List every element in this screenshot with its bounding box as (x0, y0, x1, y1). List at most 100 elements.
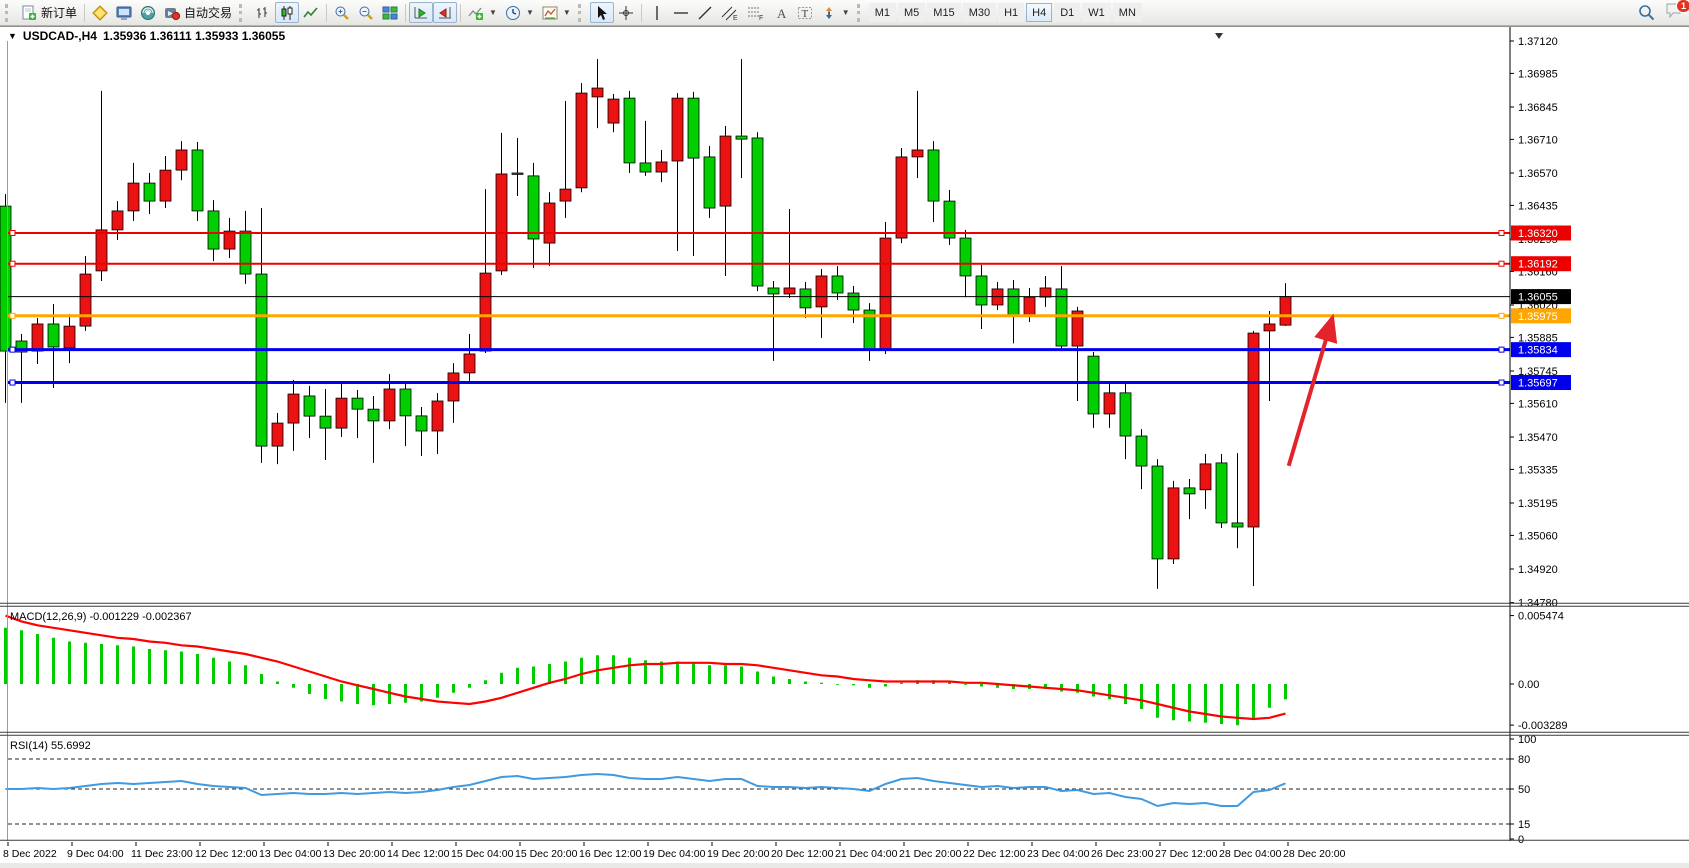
terminal-icon (116, 6, 132, 20)
svg-text:21 Dec 04:00: 21 Dec 04:00 (835, 848, 898, 860)
timeframe-D1[interactable]: D1 (1054, 3, 1081, 22)
notification-badge: 1 (1675, 0, 1689, 13)
auto-scroll-button[interactable] (409, 2, 434, 23)
chart-shift-button[interactable] (433, 2, 458, 23)
toolbar-grip[interactable] (856, 3, 864, 22)
svg-text:1.36055: 1.36055 (1518, 292, 1558, 304)
svg-text:15 Dec 04:00: 15 Dec 04:00 (451, 848, 514, 860)
horizontal-line-button[interactable] (669, 2, 693, 23)
separator (640, 3, 642, 22)
svg-text:13 Dec 20:00: 13 Dec 20:00 (323, 848, 386, 860)
vertical-line-icon (656, 5, 658, 20)
equidistant-channel-button[interactable]: E (717, 2, 743, 23)
ohlc-bars-icon (257, 6, 268, 18)
timeframe-M30[interactable]: M30 (962, 3, 997, 22)
svg-text:8 Dec 2022: 8 Dec 2022 (3, 848, 57, 860)
chart-title: ▼ USDCAD-,H4 1.35936 1.36111 1.35933 1.3… (8, 29, 285, 43)
svg-text:1.36985: 1.36985 (1518, 68, 1558, 80)
timeframe-M5[interactable]: M5 (898, 3, 926, 22)
price-badge (1511, 289, 1571, 305)
zoom-out-button[interactable] (354, 2, 378, 23)
timeframe-W1[interactable]: W1 (1082, 3, 1111, 22)
svg-text:28 Dec 04:00: 28 Dec 04:00 (1219, 848, 1282, 860)
channel-icon: E (721, 6, 738, 21)
time-axis: 8 Dec 2022 9 Dec 04:00 11 Dec 23:00 12 Dec … (3, 842, 1346, 860)
zoom-in-button[interactable] (330, 2, 354, 23)
arrows-button[interactable]: ▼ (817, 2, 854, 23)
dropdown-caret: ▼ (562, 8, 571, 17)
timeframe-M1[interactable]: M1 (868, 3, 896, 22)
chart-dropdown-icon[interactable]: ▼ (8, 31, 17, 41)
crosshair-icon (618, 5, 633, 20)
notifications-button[interactable]: 1 (1665, 0, 1689, 23)
price-badge (1511, 225, 1571, 241)
candlestick-chart-button[interactable] (275, 2, 300, 23)
autotrading-button[interactable]: 自动交易 (160, 2, 236, 23)
svg-text:100: 100 (1518, 734, 1536, 746)
new-order-button[interactable]: 新订单 (17, 2, 81, 23)
timeframe-MN[interactable]: MN (1112, 3, 1142, 22)
chart-window: ▼ USDCAD-,H4 1.35936 1.36111 1.35933 1.3… (0, 26, 1689, 863)
templates-button[interactable]: ▼ (538, 2, 575, 23)
toolbar-grip[interactable] (5, 3, 12, 22)
separator (326, 3, 328, 22)
terminal-button[interactable] (112, 2, 136, 23)
chart-symbol-period: USDCAD-,H4 (22, 29, 97, 43)
indicators-button[interactable]: ▼ (464, 2, 501, 23)
indicators-icon (468, 7, 484, 20)
text-button[interactable]: A (769, 2, 793, 23)
horizontal-lines[interactable]: 1.36320 1.36192 1.36055 1.35975 1.35834 1.356… (8, 225, 1571, 391)
signal-globe-icon (141, 5, 156, 20)
svg-text:1.35885: 1.35885 (1518, 332, 1558, 344)
macd-label: MACD(12,26,9) -0.001229 -0.002367 (10, 611, 192, 623)
cursor-icon (597, 5, 607, 20)
timeframe-H1[interactable]: H1 (998, 3, 1025, 22)
macd-panel: MACD(12,26,9) -0.001229 -0.002367 0.00547… (4, 611, 1568, 732)
svg-text:T: T (801, 8, 808, 20)
fibonacci-button[interactable]: F (743, 2, 769, 23)
svg-text:20 Dec 12:00: 20 Dec 12:00 (771, 848, 834, 860)
favorites-button[interactable] (88, 2, 112, 23)
annotation-arrow[interactable] (1286, 313, 1338, 467)
price-badge (1511, 342, 1571, 358)
svg-text:19 Dec 20:00: 19 Dec 20:00 (707, 848, 770, 860)
svg-text:80: 80 (1518, 754, 1530, 766)
price-badge (1511, 308, 1571, 324)
svg-text:15 Dec 20:00: 15 Dec 20:00 (515, 848, 578, 860)
search-icon[interactable] (1638, 4, 1655, 21)
svg-text:19 Dec 04:00: 19 Dec 04:00 (643, 848, 706, 860)
line-chart-button[interactable] (299, 2, 323, 23)
signals-button[interactable] (136, 2, 160, 23)
svg-text:1.37120: 1.37120 (1518, 36, 1558, 48)
svg-text:1.35470: 1.35470 (1518, 432, 1558, 444)
main-toolbar: 新订单 自动交易 (0, 0, 1689, 26)
vertical-line-button[interactable] (645, 2, 669, 23)
price-chart[interactable]: 1.37120 1.36985 1.36845 1.36710 1.36570 1.364… (0, 27, 1689, 863)
autotrading-label: 自动交易 (184, 6, 233, 20)
svg-text:26 Dec 23:00: 26 Dec 23:00 (1091, 848, 1154, 860)
tile-windows-button[interactable] (378, 2, 402, 23)
bar-chart-button[interactable] (251, 2, 275, 23)
timeframe-M15[interactable]: M15 (927, 3, 961, 22)
svg-text:21 Dec 20:00: 21 Dec 20:00 (899, 848, 962, 860)
cursor-button[interactable] (589, 2, 614, 23)
toolbar-grip[interactable] (577, 3, 585, 22)
templates-icon (542, 6, 558, 19)
svg-text:16 Dec 12:00: 16 Dec 12:00 (579, 848, 642, 860)
svg-text:1.36570: 1.36570 (1518, 168, 1558, 180)
zoom-in-icon (335, 6, 349, 20)
svg-text:1.36845: 1.36845 (1518, 102, 1558, 114)
new-order-label: 新订单 (41, 6, 78, 20)
price-badge (1511, 375, 1571, 391)
trendline-button[interactable] (693, 2, 717, 23)
periods-button[interactable]: ▼ (501, 2, 538, 23)
dropdown-caret: ▼ (525, 8, 534, 17)
dropdown-caret: ▼ (841, 8, 850, 17)
text-label-button[interactable]: T (793, 2, 817, 23)
line-chart-icon (303, 7, 318, 17)
toolbar-grip[interactable] (239, 3, 246, 22)
timeframe-H4[interactable]: H4 (1026, 3, 1053, 22)
crosshair-button[interactable] (614, 2, 638, 23)
svg-text:-0.003289: -0.003289 (1518, 720, 1568, 732)
